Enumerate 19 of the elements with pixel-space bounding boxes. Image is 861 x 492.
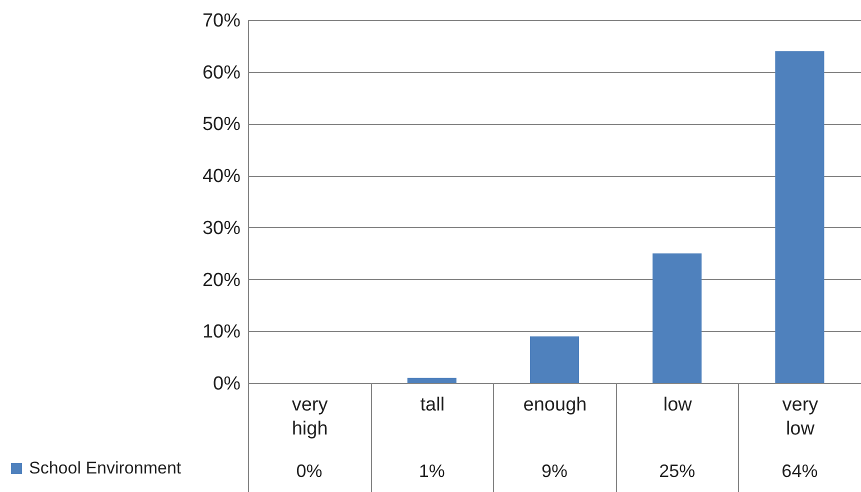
data-label: 25%	[659, 461, 696, 481]
legend-label: School Environment	[29, 458, 182, 478]
y-tick-label: 30%	[202, 218, 241, 239]
x-tick-label: very high	[292, 394, 328, 440]
x-tick-label: very low	[782, 394, 819, 440]
data-label: 64%	[782, 461, 818, 481]
y-tick-label: 60%	[202, 62, 241, 84]
y-tick-label: 70%	[202, 10, 241, 32]
y-tick-label: 20%	[202, 270, 241, 291]
data-label: 0%	[296, 461, 322, 481]
y-tick-label: 0%	[213, 374, 241, 394]
x-tick-label: enough	[523, 394, 587, 416]
y-tick-label: 50%	[202, 114, 241, 136]
data-label: 1%	[418, 461, 445, 481]
x-tick-label: low	[663, 394, 692, 416]
y-tick-label: 40%	[202, 166, 241, 188]
x-tick-label: tall	[420, 394, 445, 416]
y-tick-label: 10%	[202, 322, 241, 343]
data-label: 9%	[541, 461, 568, 481]
